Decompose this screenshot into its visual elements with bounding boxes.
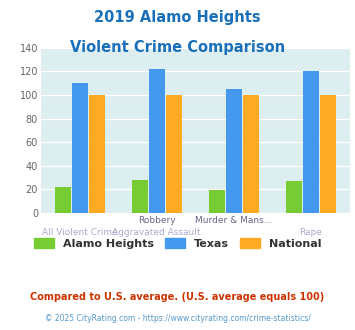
Bar — [132, 180, 148, 213]
Text: Robbery: Robbery — [138, 216, 175, 225]
Bar — [72, 83, 88, 213]
Bar — [286, 181, 302, 213]
Bar — [303, 71, 319, 213]
Text: Violent Crime Comparison: Violent Crime Comparison — [70, 40, 285, 54]
Bar — [243, 95, 258, 213]
Text: Murder & Mans...: Murder & Mans... — [195, 216, 272, 225]
Text: 2019 Alamo Heights: 2019 Alamo Heights — [94, 10, 261, 25]
Bar — [320, 95, 335, 213]
Legend: Alamo Heights, Texas, National: Alamo Heights, Texas, National — [29, 234, 326, 253]
Bar — [149, 69, 165, 213]
Text: Aggravated Assault: Aggravated Assault — [113, 228, 201, 237]
Bar — [166, 95, 181, 213]
Bar — [209, 190, 225, 213]
Bar — [55, 187, 71, 213]
Text: All Violent Crime: All Violent Crime — [42, 228, 118, 237]
Bar — [226, 89, 242, 213]
Text: Rape: Rape — [299, 228, 322, 237]
Bar — [89, 95, 104, 213]
Text: © 2025 CityRating.com - https://www.cityrating.com/crime-statistics/: © 2025 CityRating.com - https://www.city… — [45, 314, 310, 323]
Text: Compared to U.S. average. (U.S. average equals 100): Compared to U.S. average. (U.S. average … — [31, 292, 324, 302]
